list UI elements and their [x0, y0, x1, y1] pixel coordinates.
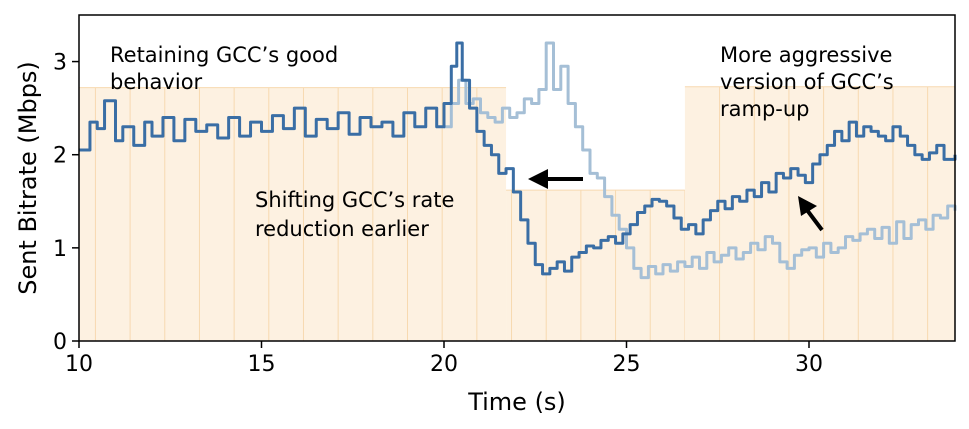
x-tick-label: 10 [65, 352, 93, 377]
x-tick-label: 15 [248, 352, 276, 377]
arrow-left-icon [528, 169, 583, 189]
annotation-shifting: Shifting GCC’s rate reduction earlier [255, 188, 454, 241]
series-modified [79, 41, 957, 276]
series-original [444, 41, 957, 280]
annotation-aggressive-line-2: version of GCC’s [720, 70, 894, 94]
y-tick-label: 2 [53, 144, 67, 169]
x-tick-label: 20 [430, 352, 458, 377]
annotation-shifting-line-2: reduction earlier [255, 217, 429, 241]
plot-frame [78, 14, 956, 342]
y-tick-label: 0 [53, 330, 67, 355]
x-tick-label: 30 [795, 352, 823, 377]
arrow-up-left-icon [798, 196, 824, 232]
x-tick-label: 25 [613, 352, 641, 377]
annotation-shifting-line-1: Shifting GCC’s rate [255, 188, 454, 212]
capacity-step [684, 86, 955, 341]
annotation-aggressive-line-1: More aggressive [720, 43, 892, 67]
annotation-retaining-line-1: Retaining GCC’s good [110, 43, 338, 67]
annotation-aggressive-line-3: ramp-up [720, 97, 810, 121]
y-tick-label: 1 [53, 237, 67, 262]
x-axis: 10 15 20 25 30 [65, 341, 823, 377]
annotation-aggressive: More aggressive version of GCC’s ramp-up [720, 43, 894, 121]
capacity-step [506, 190, 685, 341]
y-tick-label: 3 [53, 51, 67, 76]
annotation-retaining-line-2: behavior [110, 70, 203, 94]
annotation-retaining: Retaining GCC’s good behavior [110, 43, 338, 94]
y-axis-label: Sent Bitrate (Mbps) [14, 61, 42, 295]
y-axis: 0 1 2 3 [53, 51, 79, 355]
series-line-modified [79, 41, 957, 276]
x-axis-label: Time (s) [467, 388, 566, 416]
series-line-original [444, 41, 957, 280]
